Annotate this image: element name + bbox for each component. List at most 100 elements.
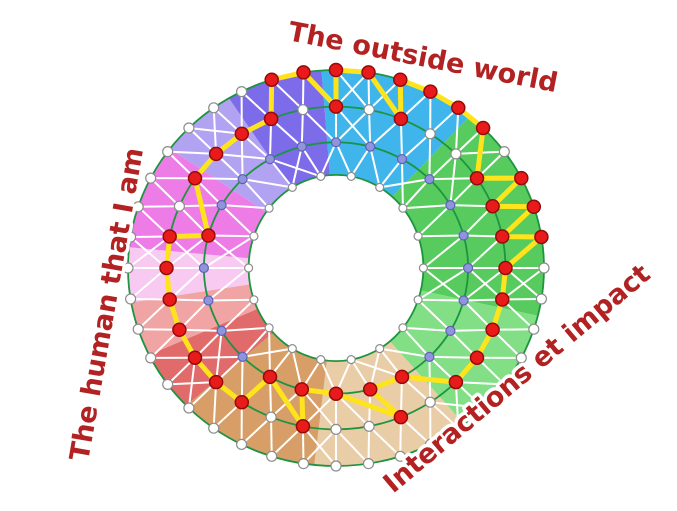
red-node-14[interactable] <box>526 199 542 215</box>
red-node-7[interactable] <box>393 72 408 87</box>
node-inner-8[interactable] <box>249 295 259 305</box>
node-inner-4[interactable] <box>346 355 356 365</box>
red-node-36[interactable] <box>201 228 216 243</box>
node-inner-3[interactable] <box>375 344 385 354</box>
node-outer-25[interactable] <box>183 122 195 134</box>
node-second-28[interactable] <box>450 148 462 160</box>
red-node-23[interactable] <box>362 382 378 397</box>
node-outer-11[interactable] <box>297 458 310 470</box>
node-third-12[interactable] <box>198 262 209 274</box>
node-outer-17[interactable] <box>145 352 157 364</box>
red-node-34[interactable] <box>159 260 174 276</box>
red-node-30[interactable] <box>208 374 224 390</box>
node-outer-6[interactable] <box>452 422 464 434</box>
node-outer-12[interactable] <box>266 450 278 462</box>
node-third-14[interactable] <box>216 200 227 211</box>
red-node-13[interactable] <box>485 198 500 214</box>
red-node-28[interactable] <box>262 369 278 385</box>
node-third-18[interactable] <box>330 137 342 148</box>
red-node-2[interactable] <box>296 65 311 80</box>
node-outer-2[interactable] <box>528 323 540 335</box>
node-third-15[interactable] <box>237 174 248 185</box>
node-outer-7[interactable] <box>424 438 436 450</box>
red-node-18[interactable] <box>495 292 510 307</box>
red-node-21[interactable] <box>448 374 464 390</box>
node-outer-14[interactable] <box>208 422 220 434</box>
red-node-33[interactable] <box>162 292 177 307</box>
node-second-25[interactable] <box>363 104 375 116</box>
red-node-17[interactable] <box>498 260 513 276</box>
node-second-27[interactable] <box>424 128 436 140</box>
node-inner-15[interactable] <box>375 182 385 192</box>
node-second-10[interactable] <box>265 411 277 423</box>
node-third-23[interactable] <box>458 230 469 241</box>
red-node-38[interactable] <box>208 146 224 162</box>
node-third-22[interactable] <box>445 200 456 211</box>
node-inner-7[interactable] <box>264 323 274 333</box>
node-outer-36[interactable] <box>498 146 510 158</box>
node-inner-10[interactable] <box>249 231 259 241</box>
node-inner-1[interactable] <box>413 295 423 305</box>
node-third-11[interactable] <box>203 295 214 306</box>
node-inner-6[interactable] <box>287 344 297 354</box>
node-third-19[interactable] <box>365 141 376 152</box>
node-outer-22[interactable] <box>132 201 144 213</box>
red-node-37[interactable] <box>187 171 203 186</box>
red-node-40[interactable] <box>263 111 279 127</box>
node-second-7[interactable] <box>363 420 375 432</box>
red-node-24[interactable] <box>393 409 409 425</box>
node-third-16[interactable] <box>264 154 276 165</box>
node-outer-5[interactable] <box>477 402 489 414</box>
node-outer-16[interactable] <box>162 378 174 390</box>
red-node-27[interactable] <box>295 419 311 434</box>
red-node-8[interactable] <box>423 84 438 99</box>
node-inner-14[interactable] <box>346 171 356 181</box>
node-second-5[interactable] <box>424 396 436 408</box>
node-third-10[interactable] <box>216 325 227 336</box>
node-third-20[interactable] <box>396 154 408 165</box>
node-inner-12[interactable] <box>287 182 297 192</box>
red-node-12[interactable] <box>514 170 529 186</box>
node-outer-13[interactable] <box>236 438 248 450</box>
node-second-23[interactable] <box>297 104 309 116</box>
red-node-4[interactable] <box>328 62 344 78</box>
red-node-31[interactable] <box>187 350 203 365</box>
node-inner-2[interactable] <box>398 323 408 333</box>
red-node-19[interactable] <box>485 322 500 338</box>
node-outer-10[interactable] <box>330 460 342 472</box>
node-inner-0[interactable] <box>418 263 428 273</box>
node-outer-23[interactable] <box>145 172 157 184</box>
node-outer-3[interactable] <box>515 352 527 364</box>
red-node-29[interactable] <box>234 394 250 410</box>
node-outer-27[interactable] <box>236 85 248 98</box>
node-third-21[interactable] <box>424 174 435 185</box>
red-node-11[interactable] <box>469 171 485 186</box>
node-inner-9[interactable] <box>244 263 254 273</box>
node-outer-15[interactable] <box>183 402 195 414</box>
red-node-16[interactable] <box>534 229 549 245</box>
red-node-22[interactable] <box>394 369 410 385</box>
node-outer-19[interactable] <box>125 293 137 305</box>
red-node-25[interactable] <box>328 386 344 401</box>
node-outer-8[interactable] <box>394 450 406 462</box>
node-outer-20[interactable] <box>122 262 134 274</box>
red-node-26[interactable] <box>294 382 310 397</box>
node-third-9[interactable] <box>237 351 248 362</box>
node-second-8[interactable] <box>330 423 342 435</box>
node-third-2[interactable] <box>445 325 456 336</box>
node-inner-16[interactable] <box>398 203 408 213</box>
node-outer-24[interactable] <box>162 146 174 158</box>
node-third-17[interactable] <box>296 141 307 152</box>
node-outer-26[interactable] <box>208 102 220 114</box>
node-inner-11[interactable] <box>264 203 274 213</box>
red-node-15[interactable] <box>495 229 510 244</box>
red-node-6[interactable] <box>393 111 409 127</box>
red-node-5[interactable] <box>361 65 376 80</box>
node-outer-9[interactable] <box>362 458 375 470</box>
node-inner-13[interactable] <box>316 171 326 181</box>
red-node-3[interactable] <box>328 99 344 114</box>
red-node-9[interactable] <box>451 100 466 116</box>
node-inner-17[interactable] <box>413 231 423 241</box>
red-node-35[interactable] <box>162 229 177 244</box>
red-node-20[interactable] <box>469 350 485 365</box>
